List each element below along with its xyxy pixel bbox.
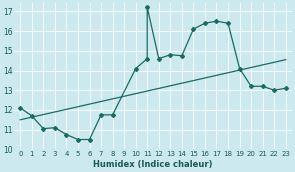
X-axis label: Humidex (Indice chaleur): Humidex (Indice chaleur) <box>93 159 213 169</box>
